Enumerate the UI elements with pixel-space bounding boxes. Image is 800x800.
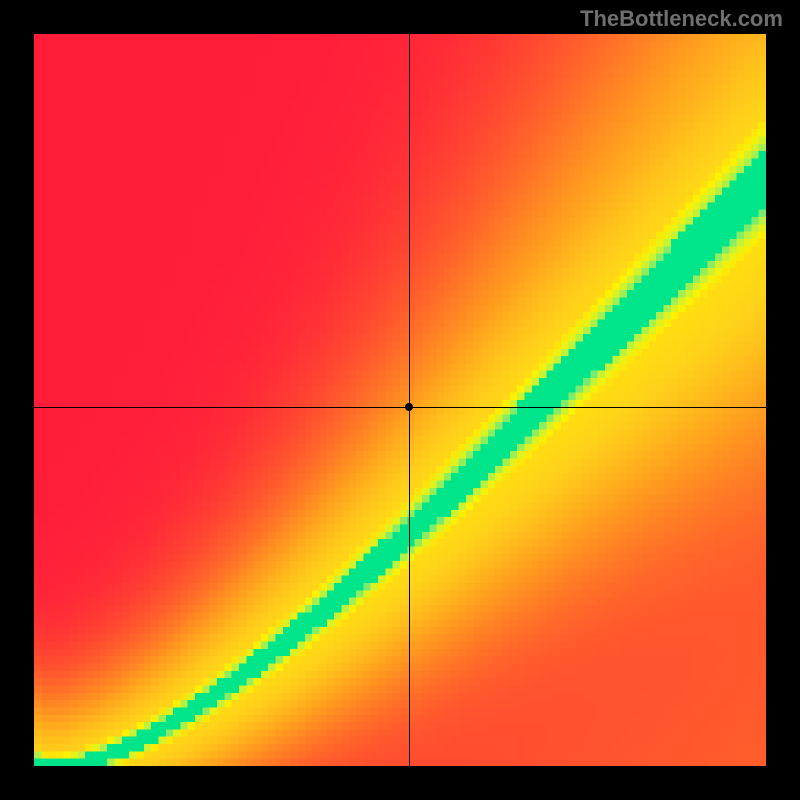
plot-area	[34, 34, 766, 766]
crosshair-horizontal	[34, 407, 766, 408]
heatmap-canvas	[34, 34, 766, 766]
watermark-text: TheBottleneck.com	[580, 6, 783, 32]
figure-root: TheBottleneck.com	[0, 0, 800, 800]
crosshair-dot	[405, 403, 413, 411]
crosshair-vertical	[409, 34, 410, 766]
